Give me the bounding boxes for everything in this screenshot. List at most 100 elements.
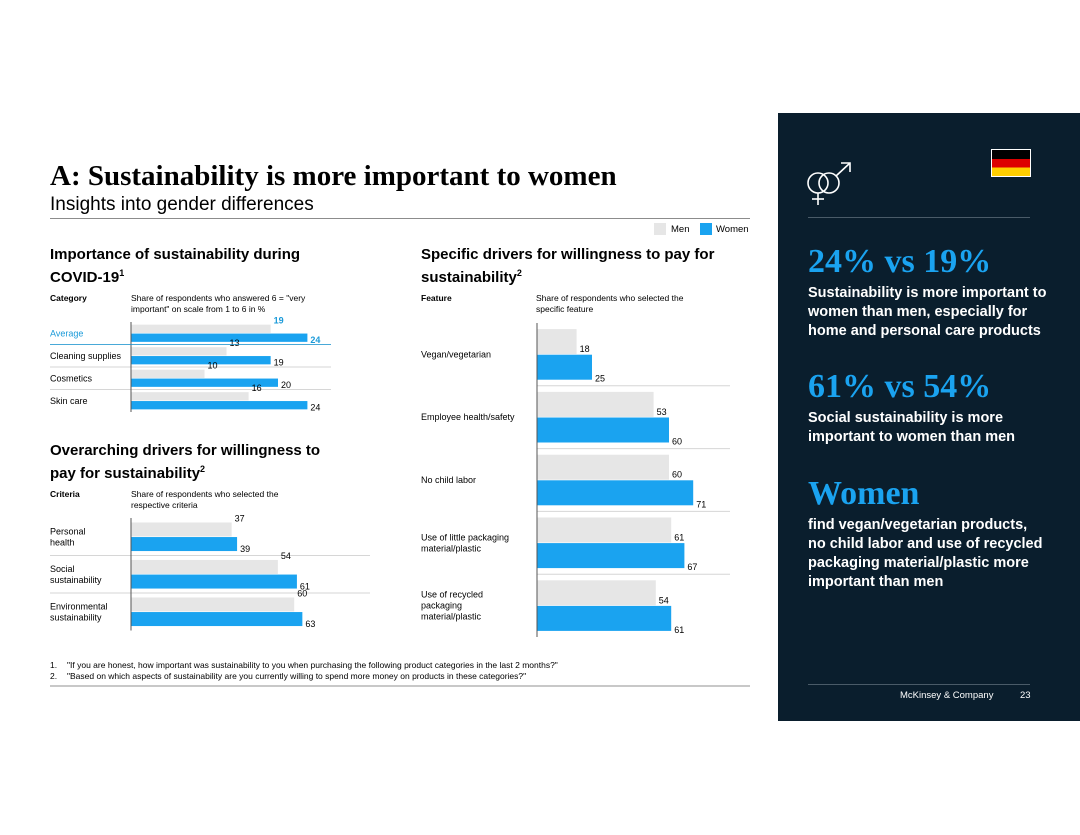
chart2-title: Overarching drivers for willingness to p…: [50, 442, 321, 482]
category-label: Social: [50, 564, 75, 574]
bar-women: [131, 333, 308, 342]
chart3-category-header: Feature: [421, 293, 452, 303]
value-label-men: 37: [235, 513, 245, 523]
stat-3-text: find vegan/vegetarian products, no child…: [808, 517, 1043, 590]
brand-label: McKinsey & Company: [900, 690, 994, 701]
category-label: Vegan/vegetarian: [421, 349, 491, 359]
value-label-women: 20: [281, 380, 291, 390]
value-label-women: 63: [305, 619, 315, 629]
chart3-value-header: Share of respondents who selected the sp…: [536, 293, 684, 314]
value-label-women: 61: [300, 582, 310, 592]
bar-women: [131, 612, 303, 627]
category-label: packaging: [421, 601, 462, 611]
legend-women-swatch: [700, 223, 712, 235]
chart2-value-header: Share of respondents who selected the re…: [131, 489, 279, 510]
bar-women: [131, 401, 308, 410]
chart1-title: Importance of sustainability during COVI…: [50, 246, 301, 286]
chart1-category-header: Category: [50, 293, 87, 303]
stat-2: 61% vs 54%: [808, 368, 992, 405]
bar-men: [131, 559, 278, 574]
stat-1-text: Sustainability is more important to wome…: [808, 285, 1047, 339]
value-label-men: 13: [230, 338, 240, 348]
category-label: Skin care: [50, 396, 88, 406]
bar-men: [537, 454, 669, 480]
footnotes: 1. "If you are honest, how important was …: [50, 660, 558, 682]
bar-women: [537, 417, 669, 443]
stat-3: Women: [808, 475, 920, 512]
category-label: Employee health/safety: [421, 412, 515, 422]
value-label-men: 10: [208, 361, 218, 371]
bar-women: [537, 354, 592, 380]
category-label: material/plastic: [421, 612, 482, 622]
title-divider: [50, 218, 750, 219]
category-label: Cosmetics: [50, 373, 93, 383]
footnote-divider: [50, 685, 750, 687]
bar-men: [537, 517, 672, 543]
category-label: Use of little packaging: [421, 532, 509, 542]
footnote-1: 1. "If you are honest, how important was …: [50, 660, 558, 670]
value-label-women: 25: [595, 374, 605, 384]
chart3-title: Specific drivers for willingness to pay …: [421, 246, 715, 286]
bar-women: [131, 378, 278, 387]
bar-men: [537, 391, 654, 417]
bar-women: [131, 356, 271, 365]
value-label-men: 54: [281, 551, 291, 561]
category-label: sustainability: [50, 612, 102, 622]
category-label: sustainability: [50, 575, 102, 585]
bar-men: [131, 597, 295, 612]
bar-men: [131, 369, 205, 378]
bar-women: [537, 480, 694, 506]
stat-1: 24% vs 19%: [808, 243, 992, 280]
bar-women: [131, 537, 238, 552]
category-label: material/plastic: [421, 543, 482, 553]
value-label-men: 61: [674, 533, 684, 543]
value-label-men: 54: [659, 595, 669, 605]
bar-men: [537, 580, 656, 606]
bar-women: [537, 543, 685, 569]
footnote-2: 2. "Based on which aspects of sustainabil…: [50, 671, 527, 681]
bar-men: [131, 324, 271, 333]
category-label: Use of recycled: [421, 590, 483, 600]
legend-women-label: Women: [716, 224, 749, 235]
bar-women: [537, 605, 672, 631]
stat-2-text: Social sustainability is more important …: [808, 410, 1016, 445]
page-title: A: Sustainability is more important to w…: [50, 160, 617, 192]
page-number: 23: [1020, 690, 1031, 701]
category-label: Environmental: [50, 601, 108, 611]
insights-panel: 24% vs 19% Sustainability is more import…: [778, 113, 1080, 721]
category-label: health: [50, 537, 75, 547]
value-label-women: 61: [674, 625, 684, 635]
value-label-women: 71: [696, 499, 706, 509]
bar-men: [131, 522, 232, 537]
panel-divider: [808, 217, 1030, 218]
bar-men: [131, 392, 249, 401]
bar-women: [131, 574, 297, 589]
gender-symbols-icon: [807, 162, 851, 205]
page-subtitle: Insights into gender differences: [50, 194, 314, 215]
panel-footer-divider: [808, 684, 1030, 685]
value-label-men: 18: [580, 344, 590, 354]
value-label-women: 60: [672, 437, 682, 447]
category-label: Cleaning supplies: [50, 351, 122, 361]
charts-canvas: Average 19 24 Cleaning supplies 13 19 Cosmetic…: [50, 316, 730, 637]
bar-men: [537, 329, 577, 355]
value-label-men: 53: [657, 407, 667, 417]
chart1-value-header: Share of respondents who answered 6 = "v…: [131, 293, 306, 314]
category-label: No child labor: [421, 475, 476, 485]
chart2-category-header: Criteria: [50, 489, 80, 499]
value-label-women: 67: [687, 562, 697, 572]
value-label-women: 24: [310, 402, 320, 412]
value-label-men: 60: [672, 470, 682, 480]
value-label-men: 19: [274, 316, 284, 326]
bar-men: [131, 347, 227, 356]
legend-men-swatch: [654, 223, 666, 235]
value-label-women: 39: [240, 544, 250, 554]
category-label: Average: [50, 328, 83, 338]
germany-flag-icon: [991, 149, 1031, 177]
value-label-men: 16: [252, 383, 262, 393]
value-label-women: 19: [274, 357, 284, 367]
value-label-women: 24: [310, 335, 320, 345]
category-label: Personal: [50, 526, 86, 536]
legend-men-label: Men: [671, 224, 690, 235]
value-label-men: 60: [297, 588, 307, 598]
